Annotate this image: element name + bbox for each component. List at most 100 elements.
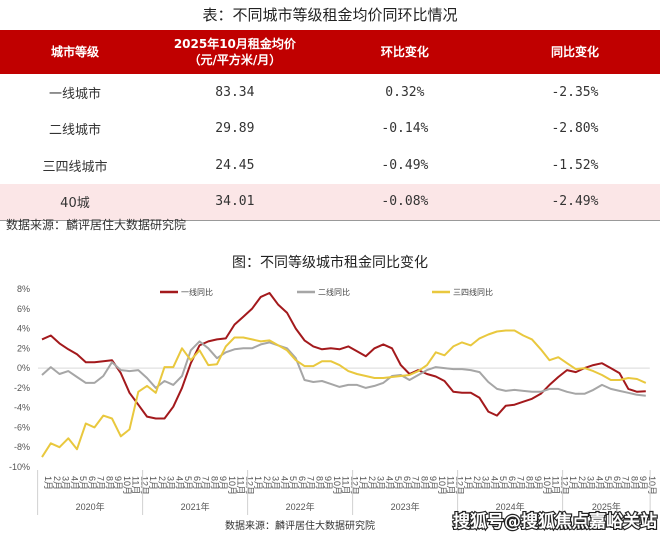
cell-yoy: -2.35% bbox=[551, 84, 599, 100]
header-city-level: 城市等级 bbox=[0, 30, 150, 74]
x-tick-label: 1月 bbox=[253, 476, 263, 490]
x-year-label: 2023年 bbox=[391, 501, 420, 512]
x-tick-label: 9月 bbox=[428, 476, 438, 490]
x-tick-label: 7月 bbox=[201, 476, 211, 490]
cell-mom: -0.49% bbox=[381, 157, 429, 173]
x-tick-label: 3月 bbox=[271, 476, 281, 490]
header-mom: 环比变化 bbox=[319, 30, 490, 74]
x-tick-label: 1月 bbox=[148, 476, 158, 490]
x-tick-label: 3月 bbox=[481, 476, 491, 490]
x-tick-label: 8月 bbox=[419, 476, 429, 490]
x-tick-label: 11月 bbox=[131, 476, 141, 494]
table-row: 一线城市 83.34 0.32% -2.35% bbox=[0, 74, 660, 111]
x-tick-label: 4月 bbox=[384, 476, 394, 490]
x-tick-label: 2月 bbox=[157, 476, 167, 490]
x-tick-label: 3月 bbox=[61, 476, 71, 490]
cell-price: 29.89 bbox=[215, 121, 255, 137]
x-tick-label: 10月 bbox=[122, 476, 132, 495]
x-tick-label: 8月 bbox=[209, 476, 219, 490]
x-tick-label: 7月 bbox=[96, 476, 106, 490]
cell-price: 83.34 bbox=[215, 84, 255, 100]
x-tick-label: 9月 bbox=[323, 476, 333, 490]
x-year-label: 2024年 bbox=[496, 501, 525, 512]
x-tick-label: 11月 bbox=[341, 476, 351, 494]
cell-mom: 0.32% bbox=[385, 84, 425, 100]
x-tick-label: 4月 bbox=[69, 476, 79, 490]
x-tick-label: 9月 bbox=[113, 476, 123, 490]
series-line-1 bbox=[41, 292, 646, 420]
x-tick-label: 5月 bbox=[183, 476, 193, 490]
series-line-3 bbox=[41, 329, 647, 458]
table-row: 三四线城市 24.45 -0.49% -1.52% bbox=[0, 147, 660, 184]
chart-title: 图：不同等级城市租金同比变化 bbox=[232, 254, 428, 271]
x-tick-label: 7月 bbox=[621, 476, 631, 490]
watermark: 搜狐号@搜狐焦点嘉峪关站 bbox=[453, 511, 657, 532]
x-tick-label: 4月 bbox=[279, 476, 289, 490]
x-tick-label: 6月 bbox=[507, 476, 517, 490]
cell-yoy: -2.49% bbox=[489, 183, 660, 221]
legend-label-1: 一线同比 bbox=[181, 287, 213, 297]
x-tick-label: 6月 bbox=[87, 476, 97, 490]
y-tick-label: -2% bbox=[14, 383, 30, 393]
x-tick-label: 11月 bbox=[446, 476, 456, 494]
x-tick-label: 2月 bbox=[577, 476, 587, 490]
cell-yoy: -1.52% bbox=[551, 157, 599, 173]
x-year-label: 2021年 bbox=[181, 501, 210, 512]
x-tick-label: 3月 bbox=[166, 476, 176, 490]
x-tick-label: 2月 bbox=[472, 476, 482, 490]
y-tick-label: -8% bbox=[14, 442, 30, 452]
axes: 8%6%4%2%0%-2%-4%-6%-8%-10%1月2月3月4月5月6月7月… bbox=[9, 284, 657, 515]
cell-city: 一线城市 bbox=[48, 86, 101, 102]
chart-source: 数据来源：麟评居住大数据研究院 bbox=[225, 519, 375, 532]
x-tick-label: 5月 bbox=[78, 476, 88, 490]
x-tick-label: 5月 bbox=[603, 476, 613, 490]
x-year-label: 2020年 bbox=[76, 501, 105, 512]
x-year-label: 2025年 bbox=[592, 501, 621, 512]
x-tick-label: 10月 bbox=[332, 476, 342, 495]
x-tick-label: 9月 bbox=[218, 476, 228, 490]
x-tick-label: 2月 bbox=[367, 476, 377, 490]
x-year-label: 2022年 bbox=[286, 501, 315, 512]
header-yoy: 同比变化 bbox=[489, 30, 660, 74]
x-tick-label: 4月 bbox=[489, 476, 499, 490]
x-tick-label: 6月 bbox=[612, 476, 622, 490]
y-tick-label: 4% bbox=[17, 324, 30, 334]
x-tick-label: 4月 bbox=[594, 476, 604, 490]
legend-label-2: 二线同比 bbox=[318, 287, 350, 297]
y-tick-label: 8% bbox=[17, 284, 30, 294]
header-price: 2025年10月租金均价 （元/平方米/月） bbox=[149, 30, 320, 74]
x-tick-label: 8月 bbox=[524, 476, 534, 490]
legend-label-3: 三四线同比 bbox=[453, 287, 493, 297]
y-tick-label: 0% bbox=[17, 363, 30, 373]
table-row-total: 40城 34.01 -0.08% -2.49% bbox=[0, 183, 660, 221]
x-tick-label: 1月 bbox=[358, 476, 368, 490]
cell-price: 34.01 bbox=[149, 183, 320, 221]
x-tick-label: 12月 bbox=[349, 476, 359, 495]
cell-yoy: -2.80% bbox=[551, 121, 599, 137]
x-tick-label: 10月 bbox=[437, 476, 447, 495]
y-tick-label: 6% bbox=[17, 304, 30, 314]
x-tick-label: 8月 bbox=[629, 476, 639, 490]
legend: 一线同比 二线同比 三四线同比 bbox=[160, 287, 493, 297]
series-lines bbox=[41, 292, 647, 458]
x-tick-label: 1月 bbox=[43, 476, 53, 490]
cell-city: 三四线城市 bbox=[42, 159, 108, 175]
x-tick-label: 12月 bbox=[454, 476, 464, 495]
x-tick-label: 6月 bbox=[402, 476, 412, 490]
header-price-line1: 2025年10月租金均价 bbox=[173, 37, 296, 51]
x-tick-label: 6月 bbox=[297, 476, 307, 490]
x-tick-label: 12月 bbox=[244, 476, 254, 495]
cell-city: 二线城市 bbox=[48, 123, 101, 139]
x-tick-label: 9月 bbox=[533, 476, 543, 490]
x-tick-label: 2月 bbox=[52, 476, 62, 490]
x-tick-label: 5月 bbox=[288, 476, 298, 490]
y-tick-label: -10% bbox=[9, 462, 30, 472]
x-tick-label: 5月 bbox=[498, 476, 508, 490]
table-source: 数据来源：麟评居住大数据研究院 bbox=[6, 218, 187, 232]
x-tick-label: 1月 bbox=[463, 476, 473, 490]
table-header-row: 城市等级 2025年10月租金均价 （元/平方米/月） 环比变化 同比变化 bbox=[0, 30, 660, 74]
x-tick-label: 10月 bbox=[227, 476, 237, 495]
x-tick-label: 8月 bbox=[314, 476, 324, 490]
x-tick-label: 7月 bbox=[306, 476, 316, 490]
x-tick-label: 5月 bbox=[393, 476, 403, 490]
